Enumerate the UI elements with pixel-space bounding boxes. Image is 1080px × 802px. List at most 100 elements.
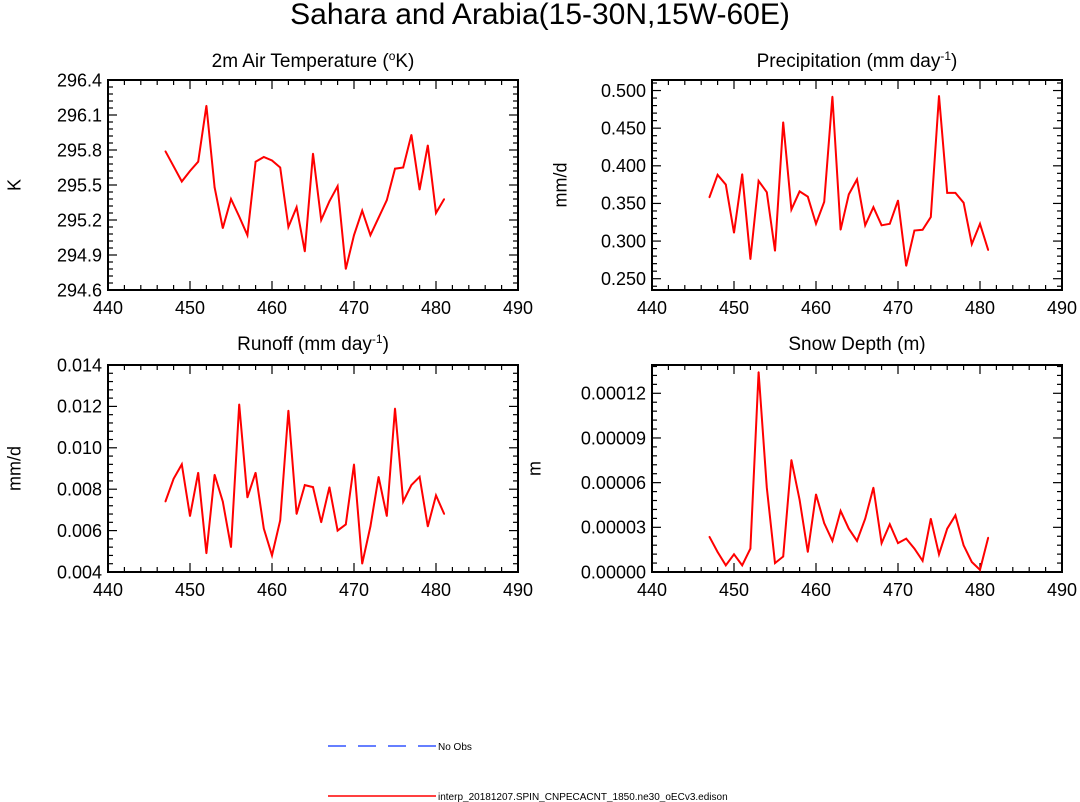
plot-frame (651, 79, 1063, 291)
x-tick-label: 460 (257, 298, 287, 318)
data-point (782, 555, 784, 558)
y-tick-label: 0.300 (601, 231, 646, 251)
data-point (353, 234, 355, 236)
y-tick-label: 0.014 (57, 355, 102, 375)
figure-title: Sahara and Arabia(15-30N,15W-60E) (290, 0, 790, 31)
data-point (254, 160, 257, 163)
data-point (443, 198, 446, 200)
data-point (271, 554, 273, 557)
data-point (798, 498, 801, 501)
x-tick-label: 490 (503, 298, 533, 318)
data-point (312, 152, 314, 155)
data-point (197, 471, 199, 474)
data-point (856, 178, 858, 181)
data-point (410, 484, 413, 486)
data-point (889, 222, 891, 225)
data-point (345, 523, 347, 526)
data-point (418, 475, 421, 478)
legend-no-obs-label: No Obs (438, 742, 472, 753)
data-point (946, 192, 948, 194)
y-axis-label: mm/d (4, 446, 24, 491)
x-tick-label: 450 (175, 298, 205, 318)
data-point (872, 486, 875, 489)
data-point (320, 219, 323, 221)
data-point (361, 209, 364, 212)
data-point (336, 529, 339, 532)
data-point (774, 250, 776, 252)
data-point (213, 186, 216, 189)
x-tick-label: 480 (965, 298, 995, 318)
data-point (856, 540, 858, 542)
data-point (848, 193, 850, 196)
data-point (839, 228, 842, 231)
data-point (205, 552, 208, 555)
data-point (222, 227, 224, 229)
data-point (790, 459, 793, 461)
x-tick-label: 480 (421, 580, 451, 600)
data-point (913, 229, 916, 232)
data-point (815, 222, 817, 225)
data-point (741, 564, 743, 567)
x-tick-label: 440 (93, 580, 123, 600)
data-point (733, 231, 735, 234)
x-tick-label: 450 (719, 580, 749, 600)
data-point (394, 407, 396, 410)
y-tick-label: 0.00006 (581, 473, 646, 493)
y-tick-label: 0.450 (601, 118, 646, 138)
data-point (725, 564, 727, 567)
panel-1: 2m Air Temperature (oK) K 440 450 460 470 480 4… (4, 49, 533, 318)
data-point (263, 527, 265, 530)
data-point (930, 216, 932, 218)
data-point (979, 222, 981, 225)
data-point (427, 525, 429, 528)
y-tick-label: 296.4 (57, 70, 102, 90)
data-point (880, 542, 883, 544)
data-point (913, 547, 916, 550)
panels: 2m Air Temperature (oK) K 440 450 460 470 480 4… (4, 49, 1077, 600)
series-line (708, 95, 990, 267)
data-point (246, 496, 249, 499)
data-point (295, 513, 298, 515)
data-point (905, 265, 907, 267)
data-point (443, 513, 446, 515)
y-tick-label: 0.00003 (581, 518, 646, 538)
panel-title: 2m Air Temperature (oK) (212, 49, 415, 72)
data-point (757, 371, 760, 373)
legend-model-label: interp_20181207.SPIN_CNPECACNT_1850.ne30… (438, 792, 728, 802)
x-tick-label: 440 (637, 580, 667, 600)
data-point (823, 201, 825, 203)
data-point (938, 95, 940, 97)
y-axis-label: m (524, 461, 544, 476)
data-point (394, 167, 396, 170)
x-tick-label: 460 (801, 298, 831, 318)
data-point (864, 517, 866, 520)
data-point (369, 234, 372, 236)
x-tick-label: 470 (339, 298, 369, 318)
data-point (921, 228, 924, 231)
data-point (164, 150, 167, 152)
data-point (287, 409, 290, 412)
x-tick-label: 440 (93, 298, 123, 318)
x-tick-label: 490 (503, 580, 533, 600)
data-point (716, 174, 719, 176)
data-point (782, 121, 784, 123)
data-point (402, 500, 405, 503)
data-point (353, 463, 355, 466)
data-point (954, 514, 957, 517)
data-point (880, 224, 883, 227)
data-point (708, 196, 711, 199)
x-tick-label: 460 (257, 580, 287, 600)
y-axis-label: mm/d (550, 163, 570, 208)
legend: No Obs interp_20181207.SPIN_CNPECACNT_18… (328, 742, 728, 802)
data-point (971, 243, 973, 245)
data-point (766, 486, 768, 489)
x-tick-label: 480 (965, 580, 995, 600)
data-point (402, 166, 405, 169)
data-point (435, 212, 437, 214)
data-point (921, 560, 924, 562)
data-point (897, 199, 899, 202)
data-point (848, 527, 850, 530)
data-point (889, 523, 891, 525)
data-point (962, 544, 965, 547)
